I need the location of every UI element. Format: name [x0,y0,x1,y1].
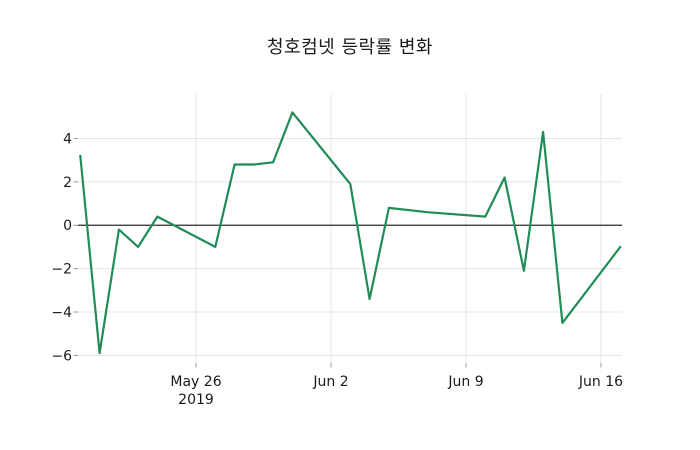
y-tick-label: −2 [51,262,72,278]
x-tick-label: Jun 16 [578,374,623,390]
x-tick-sublabel: 2019 [178,392,214,408]
chart-title: 청호컴넷 등락률 변화 [267,37,433,58]
y-tick-label: −4 [51,305,72,321]
x-tick-label: Jun 2 [312,374,348,390]
x-tick-label: Jun 9 [447,374,483,390]
series-line [79,111,622,355]
x-tick-label: May 26 [170,374,221,390]
y-tick-label: 4 [63,131,72,147]
y-tick-label: 0 [63,218,72,234]
y-tick-label: −6 [51,348,72,364]
y-tick-label: 2 [63,175,72,191]
